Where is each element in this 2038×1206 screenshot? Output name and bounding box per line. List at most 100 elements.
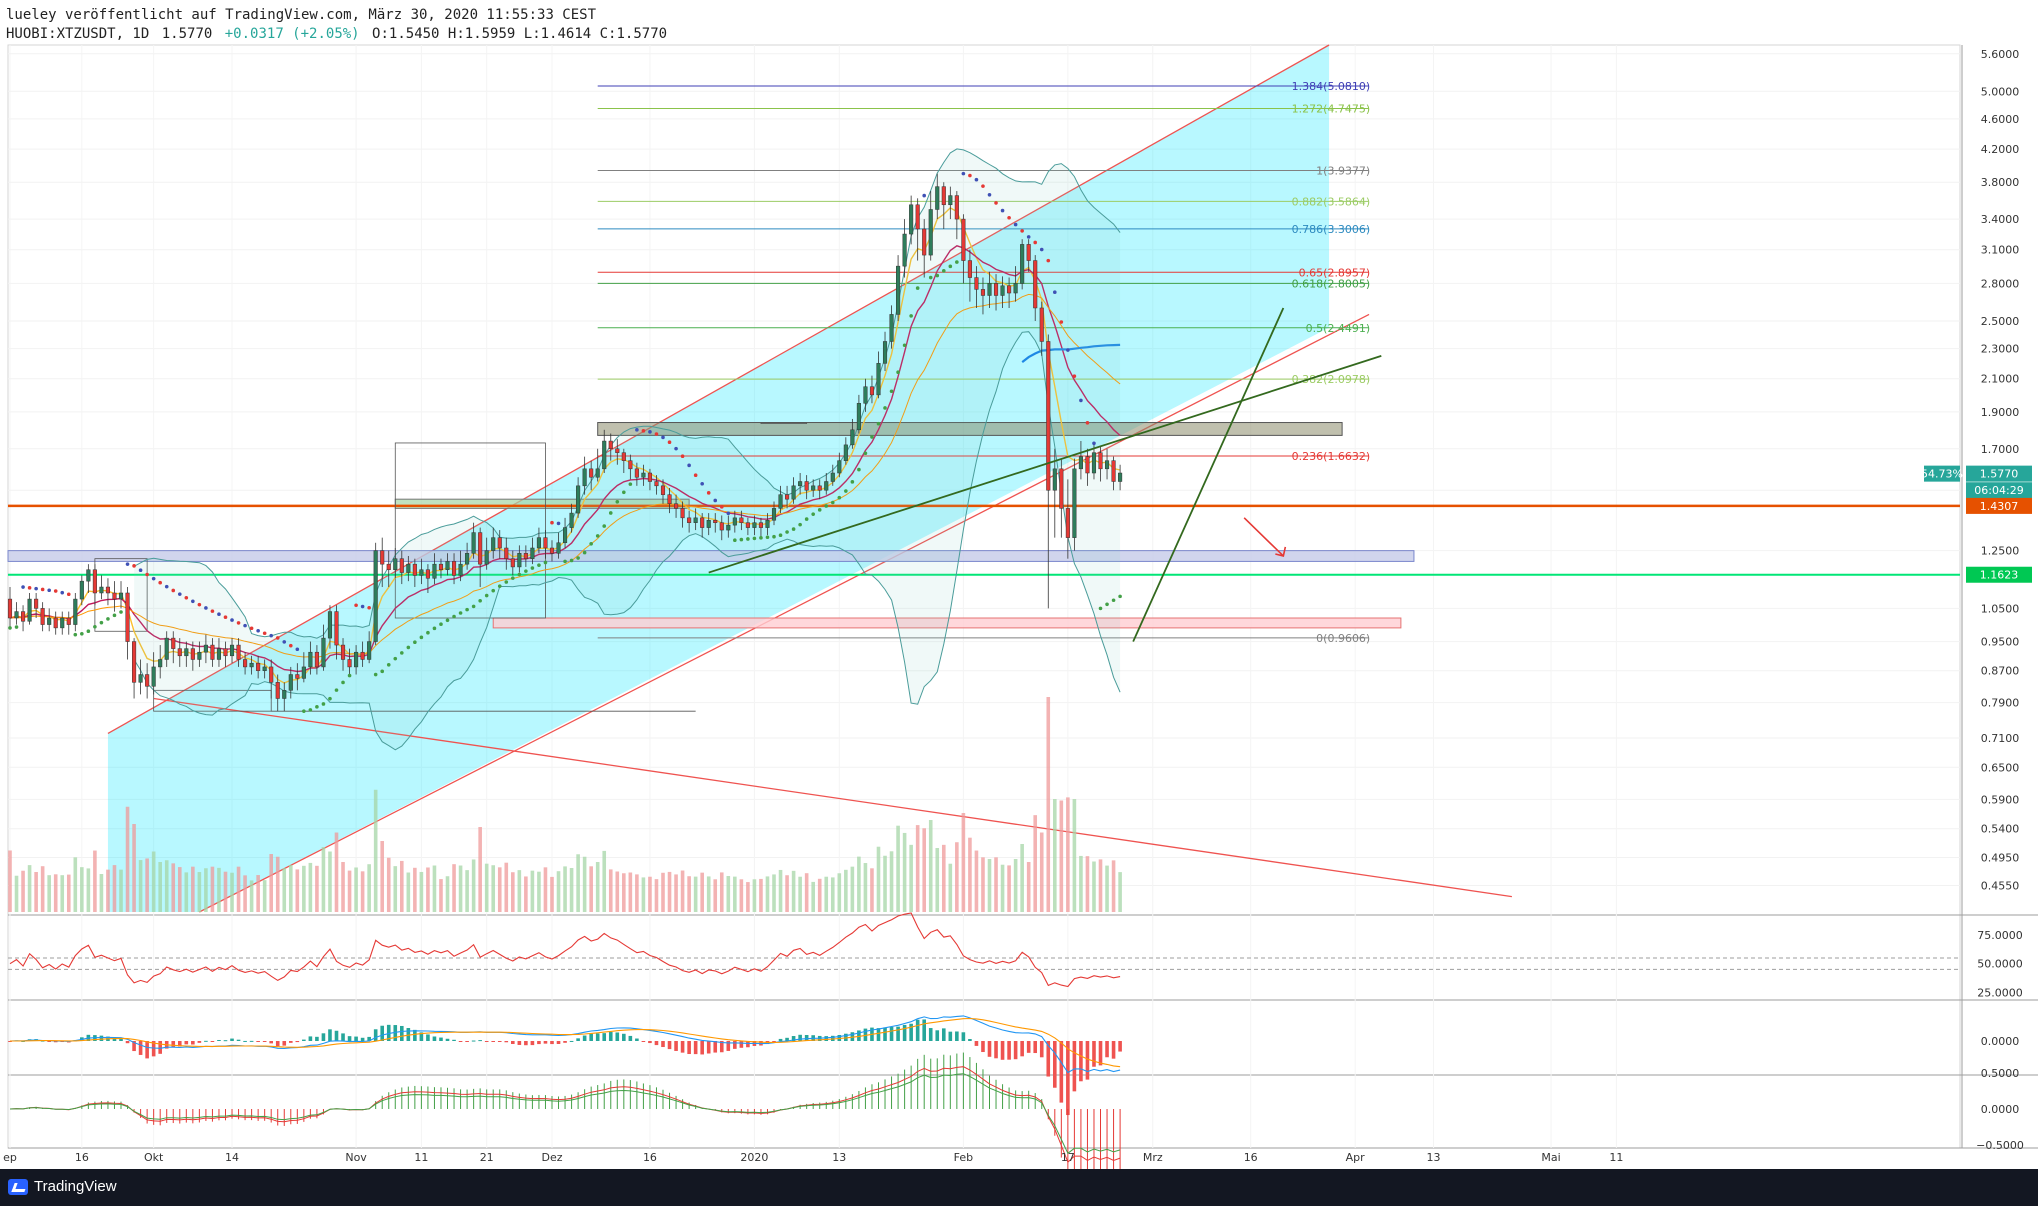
volume-bar	[915, 825, 920, 912]
sar-dot	[308, 708, 313, 712]
candle-body	[726, 524, 731, 531]
sar-dot	[759, 536, 763, 540]
sar-dot	[315, 705, 319, 709]
symbol-label[interactable]: HUOBI:XTZUSDT, 1D	[6, 26, 150, 42]
sar-dot	[112, 613, 117, 618]
sar-dot	[262, 631, 267, 636]
sar-dot	[47, 588, 51, 593]
macd-histogram-bar	[1046, 1041, 1051, 1077]
sar-dot	[928, 275, 933, 280]
price-chart[interactable]: 1.384(5.0810) 1.272(4.7475) 1(3.9377) 0.882…	[0, 0, 2038, 1169]
time-tick-label: 2020	[740, 1151, 768, 1164]
candle-body	[785, 494, 790, 500]
sar-dot	[478, 598, 482, 603]
candle-body	[1065, 508, 1070, 538]
sar-dot	[648, 430, 652, 434]
volume-bar	[1098, 859, 1103, 912]
candle-body	[915, 204, 920, 230]
macd-histogram-bar	[315, 1036, 319, 1041]
sar-dot	[8, 626, 12, 630]
volume-bar	[811, 881, 815, 912]
candle-body	[197, 651, 202, 660]
candle-body	[752, 522, 757, 528]
time-tick-label: ep	[3, 1151, 17, 1164]
sar-dot	[73, 632, 78, 637]
sar-dot	[524, 569, 528, 573]
macd-histogram-bar	[334, 1030, 339, 1041]
channel-upper-line	[107, 44, 1330, 734]
candle-body	[125, 592, 130, 642]
price-tick-label: 0.9500	[1981, 636, 2020, 649]
volume-bar	[798, 876, 802, 912]
candle-body	[249, 662, 254, 668]
macd-histogram-bar	[184, 1041, 189, 1045]
candle-body	[386, 563, 391, 570]
sar-dot	[824, 504, 829, 508]
sar-dot	[93, 624, 97, 629]
candle-body	[811, 485, 816, 491]
volume-bar	[347, 870, 352, 912]
macd-histogram-bar	[452, 1039, 456, 1041]
volume-bar	[400, 860, 404, 912]
price-tick-label: 2.5000	[1981, 315, 2020, 328]
sar-dot	[400, 651, 404, 655]
macd-histogram-bar	[994, 1041, 998, 1059]
support-trendline	[708, 355, 1382, 574]
sar-dot	[1059, 320, 1064, 324]
macd-histogram-bar	[282, 1041, 287, 1046]
volume-bar	[1053, 799, 1057, 912]
candle-body	[758, 522, 764, 528]
sar-dot	[380, 669, 385, 674]
ohlc-values: O:1.5450 H:1.5959 L:1.4614 C:1.5770	[372, 26, 668, 42]
sar-dot	[439, 622, 443, 627]
candle-body	[295, 674, 300, 679]
macd-histogram-bar	[674, 1041, 678, 1051]
candle-body	[445, 561, 450, 570]
candle-body	[667, 494, 672, 504]
candle-body	[321, 637, 326, 668]
sar-dot	[426, 630, 430, 635]
macd-histogram-bar	[217, 1039, 221, 1041]
sar-dot	[569, 558, 574, 563]
candle-body	[458, 563, 463, 576]
volume-bar	[8, 850, 12, 912]
volume-bar	[393, 866, 398, 912]
time-tick-label: 17	[1061, 1151, 1075, 1164]
macd-histogram-bar	[935, 1030, 940, 1041]
macd-histogram-bar	[1098, 1041, 1103, 1066]
volume-bar	[119, 869, 123, 912]
volume-bar	[713, 879, 718, 912]
chart-header: lueley veröffentlicht auf TradingView.co…	[6, 6, 671, 44]
time-tick-label: 14	[225, 1151, 239, 1164]
sar-dot	[726, 511, 731, 516]
volume-bar	[733, 876, 737, 912]
candle-body	[373, 550, 378, 642]
macd-histogram-bar	[497, 1041, 502, 1042]
tradingview-logo[interactable]: TradingView	[8, 1178, 117, 1195]
sar-dot	[1066, 348, 1070, 352]
sar-dot	[66, 592, 71, 597]
candle-body	[288, 674, 293, 691]
fib-level-label: 0.786(3.3006)	[1292, 223, 1371, 236]
volume-bar	[896, 825, 900, 912]
sar-dot	[151, 576, 156, 581]
volume-bar	[909, 844, 913, 912]
sar-dot	[145, 572, 149, 577]
volume-bar	[857, 856, 861, 912]
time-tick-label: Nov	[345, 1151, 367, 1164]
candle-body	[425, 569, 430, 579]
candle-body	[243, 659, 248, 668]
candle-body	[674, 503, 679, 509]
candle-body	[1104, 460, 1110, 470]
candle-body	[432, 563, 437, 579]
candle-body	[582, 468, 587, 487]
time-tick-label: 21	[480, 1151, 494, 1164]
time-tick-label: 16	[75, 1151, 89, 1164]
volume-bar	[1033, 815, 1038, 912]
sar-dot	[458, 611, 463, 615]
volume-bar	[674, 874, 678, 912]
price-tick-label: 3.1000	[1981, 244, 2020, 257]
candle-body	[536, 537, 541, 549]
candle-body	[719, 522, 724, 531]
volume-bar	[112, 865, 117, 912]
